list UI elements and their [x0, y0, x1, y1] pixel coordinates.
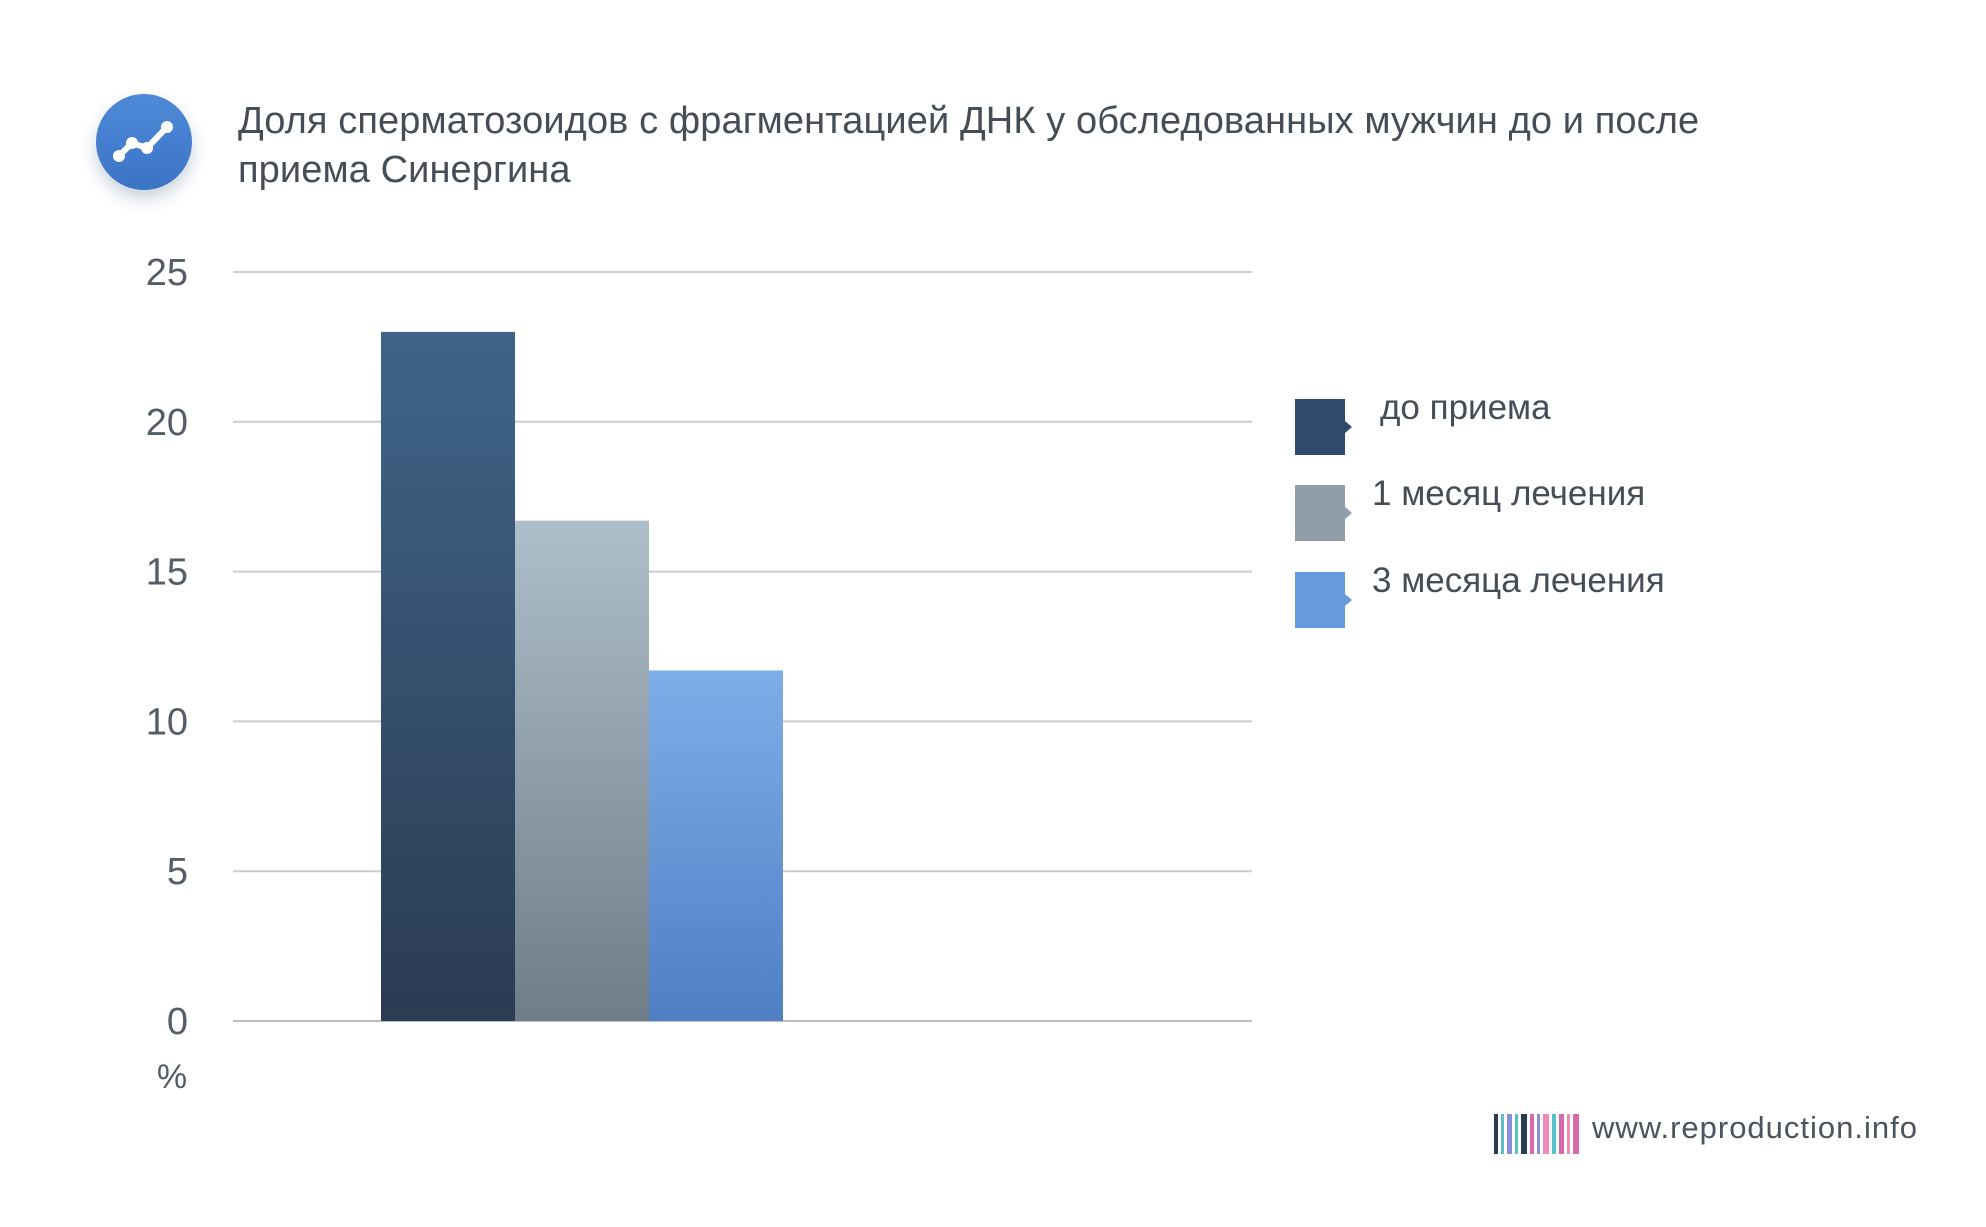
- legend-label: до приема: [1380, 388, 1551, 427]
- legend-label: 1 месяц лечения: [1372, 474, 1645, 513]
- chart-header: Доля сперматозоидов с фрагментацией ДНК …: [0, 0, 1986, 220]
- logo-stripe: [1552, 1114, 1556, 1154]
- chart-title: Доля сперматозоидов с фрагментацией ДНК …: [238, 100, 1700, 191]
- bar-series-2: [515, 520, 649, 1021]
- y-tick-label: 20: [146, 402, 188, 444]
- y-tick-label: 10: [146, 701, 188, 743]
- legend-pointer: [1345, 507, 1352, 519]
- legend: до приема 1 месяц лечения 3 месяца лечения: [1295, 388, 1665, 628]
- bar-series-1: [381, 331, 515, 1021]
- logo-stripe: [1494, 1114, 1498, 1154]
- y-axis-label: %: [157, 1058, 187, 1096]
- legend-label: 3 месяца лечения: [1372, 561, 1665, 600]
- legend-swatch: [1295, 572, 1345, 628]
- logo-stripe: [1573, 1114, 1579, 1154]
- y-tick-label: 0: [167, 1001, 188, 1043]
- footer-url: www.reproduction.info: [1592, 1110, 1918, 1145]
- logo-stripe: [1537, 1114, 1540, 1154]
- legend-swatch: [1295, 399, 1345, 455]
- logo-stripe: [1530, 1114, 1534, 1154]
- y-tick-label: 25: [146, 252, 188, 294]
- logo-stripe: [1521, 1114, 1527, 1154]
- bars: [381, 331, 783, 1021]
- y-tick-label: 15: [146, 552, 188, 594]
- legend-swatch: [1295, 485, 1345, 541]
- logo-stripe: [1567, 1114, 1570, 1154]
- logo-stripe: [1559, 1114, 1564, 1154]
- barcode-logo-icon: [1494, 1112, 1584, 1156]
- logo-stripe: [1543, 1114, 1549, 1154]
- y-axis-tick-labels: 0 5 10 15 20 25: [146, 252, 188, 1043]
- logo-stripe: [1515, 1114, 1518, 1154]
- legend-pointer: [1345, 594, 1352, 606]
- y-tick-label: 5: [167, 851, 188, 893]
- line-chart-icon: [96, 94, 192, 190]
- logo-stripe: [1507, 1114, 1512, 1154]
- logo-stripe: [1501, 1114, 1504, 1154]
- bar-series-3: [649, 670, 783, 1021]
- legend-pointer: [1345, 421, 1352, 433]
